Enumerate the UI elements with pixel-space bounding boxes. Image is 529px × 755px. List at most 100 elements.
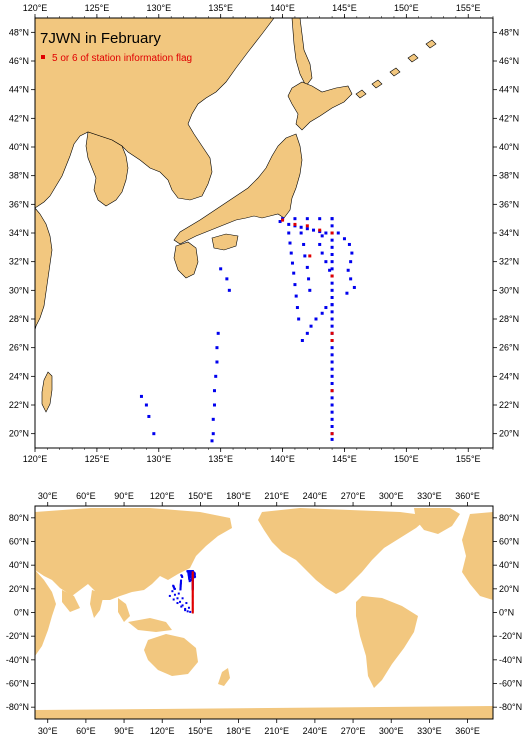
shikoku xyxy=(211,233,239,251)
world-station-point xyxy=(179,588,182,591)
world-station-point xyxy=(190,571,193,574)
top-map-land xyxy=(34,17,437,413)
lat-label-right: 46°N xyxy=(499,56,519,66)
world-station-point xyxy=(180,575,183,578)
lon-label-top: 145°E xyxy=(332,3,357,13)
world-flagged-track-point xyxy=(191,607,194,610)
bottom-map-frame xyxy=(34,505,494,720)
world-station-point xyxy=(187,570,190,573)
world-station-point xyxy=(193,572,196,575)
world-station-point xyxy=(187,571,190,574)
flagged-station-point xyxy=(305,224,309,228)
world-station-point xyxy=(186,610,189,613)
world-station-point xyxy=(189,570,192,573)
sakhalin xyxy=(291,17,313,87)
lat-label-right: 48°N xyxy=(499,27,519,37)
world-station-point xyxy=(193,574,196,577)
world-station-point xyxy=(192,571,195,574)
lat-label-right: 22°N xyxy=(499,400,519,410)
world-lon-label-top: 360°E xyxy=(455,491,480,501)
station-point xyxy=(330,346,334,350)
world-flagged-track-point xyxy=(191,605,194,608)
station-point xyxy=(330,217,334,221)
world-flagged-track-point xyxy=(191,611,194,614)
lon-label-top: 140°E xyxy=(270,3,295,13)
world-station-point xyxy=(191,570,194,573)
world-station-point xyxy=(191,575,194,578)
station-point xyxy=(299,225,303,229)
world-station-point xyxy=(191,588,194,591)
world-lat-label-right: -60°N xyxy=(499,679,522,689)
world-lat-label-right: 20°N xyxy=(499,584,519,594)
world-lat-label-left: -20°N xyxy=(6,631,29,641)
world-station-point xyxy=(190,572,193,575)
world-flagged-track-point xyxy=(191,586,194,589)
world-station-point xyxy=(191,584,194,587)
world-station-point xyxy=(188,573,191,576)
china-coast xyxy=(34,207,53,331)
world-station-point xyxy=(191,586,194,589)
lon-label-bottom: 140°E xyxy=(270,454,295,464)
station-point xyxy=(349,260,353,264)
world-lon-label-top: 330°E xyxy=(417,491,442,501)
station-point xyxy=(330,317,334,321)
world-station-point xyxy=(189,578,192,581)
station-point xyxy=(287,222,291,226)
station-point xyxy=(212,389,216,393)
station-point xyxy=(305,217,309,221)
hokkaido xyxy=(287,81,353,131)
lat-label-left: 46°N xyxy=(9,56,29,66)
world-station-point xyxy=(187,570,190,573)
world-station-point xyxy=(190,572,193,575)
world-station-point xyxy=(188,580,191,583)
station-point xyxy=(309,324,313,328)
world-lon-label-top: 180°E xyxy=(226,491,251,501)
world-flagged-track-point xyxy=(191,594,194,597)
legend-marker xyxy=(41,55,45,59)
world-station-point xyxy=(189,571,192,574)
world-lon-label-top: 60°E xyxy=(76,491,96,501)
lon-label-bottom: 120°E xyxy=(23,454,48,464)
world-station-point xyxy=(191,576,194,579)
world-station-point xyxy=(189,575,192,578)
world-station-point xyxy=(191,584,194,587)
world-station-point xyxy=(191,581,194,584)
world-station-point xyxy=(191,574,194,577)
world-lon-label-top: 90°E xyxy=(114,491,134,501)
world-flagged-track-point xyxy=(191,572,194,575)
world-station-point xyxy=(193,573,196,576)
lat-label-right: 20°N xyxy=(499,429,519,439)
world-lat-label-left: -80°N xyxy=(6,702,29,712)
kyushu xyxy=(173,241,199,279)
world-flagged-track-point xyxy=(191,576,194,578)
world-station-point xyxy=(191,577,194,580)
world-lon-label-bottom: 330°E xyxy=(417,726,442,736)
world-lon-label-top: 30°E xyxy=(38,491,58,501)
station-point xyxy=(307,277,311,281)
station-point xyxy=(328,268,332,272)
world-lon-label-bottom: 300°E xyxy=(379,726,404,736)
top-map-ticks: 120°E 120°E 125°E 125°E 130°E 130°E 135°E 135°E… xyxy=(9,3,519,464)
world-station-point xyxy=(191,577,194,580)
station-point xyxy=(342,237,346,241)
world-station-point xyxy=(188,577,191,580)
lat-label-right: 40°N xyxy=(499,142,519,152)
world-flagged-track-point xyxy=(191,591,194,594)
lat-label-right: 38°N xyxy=(499,171,519,181)
world-lon-label-bottom: 30°E xyxy=(38,726,58,736)
world-lon-label-bottom: 150°E xyxy=(188,726,213,736)
lon-label-top: 150°E xyxy=(394,3,419,13)
station-point xyxy=(324,231,328,235)
world-station-point xyxy=(173,587,176,590)
station-point xyxy=(219,267,223,271)
station-point xyxy=(294,294,298,298)
station-point xyxy=(225,277,229,281)
map-title: 7JWN in February xyxy=(40,30,161,47)
world-flagged-track-point xyxy=(191,578,194,581)
station-point xyxy=(320,311,324,315)
world-station-point xyxy=(191,587,194,590)
lon-label-top: 135°E xyxy=(208,3,233,13)
station-point xyxy=(330,267,334,271)
top-map: 120°E 120°E 125°E 125°E 130°E 130°E 135°E 135°E… xyxy=(9,3,519,464)
world-station-point xyxy=(179,580,182,583)
